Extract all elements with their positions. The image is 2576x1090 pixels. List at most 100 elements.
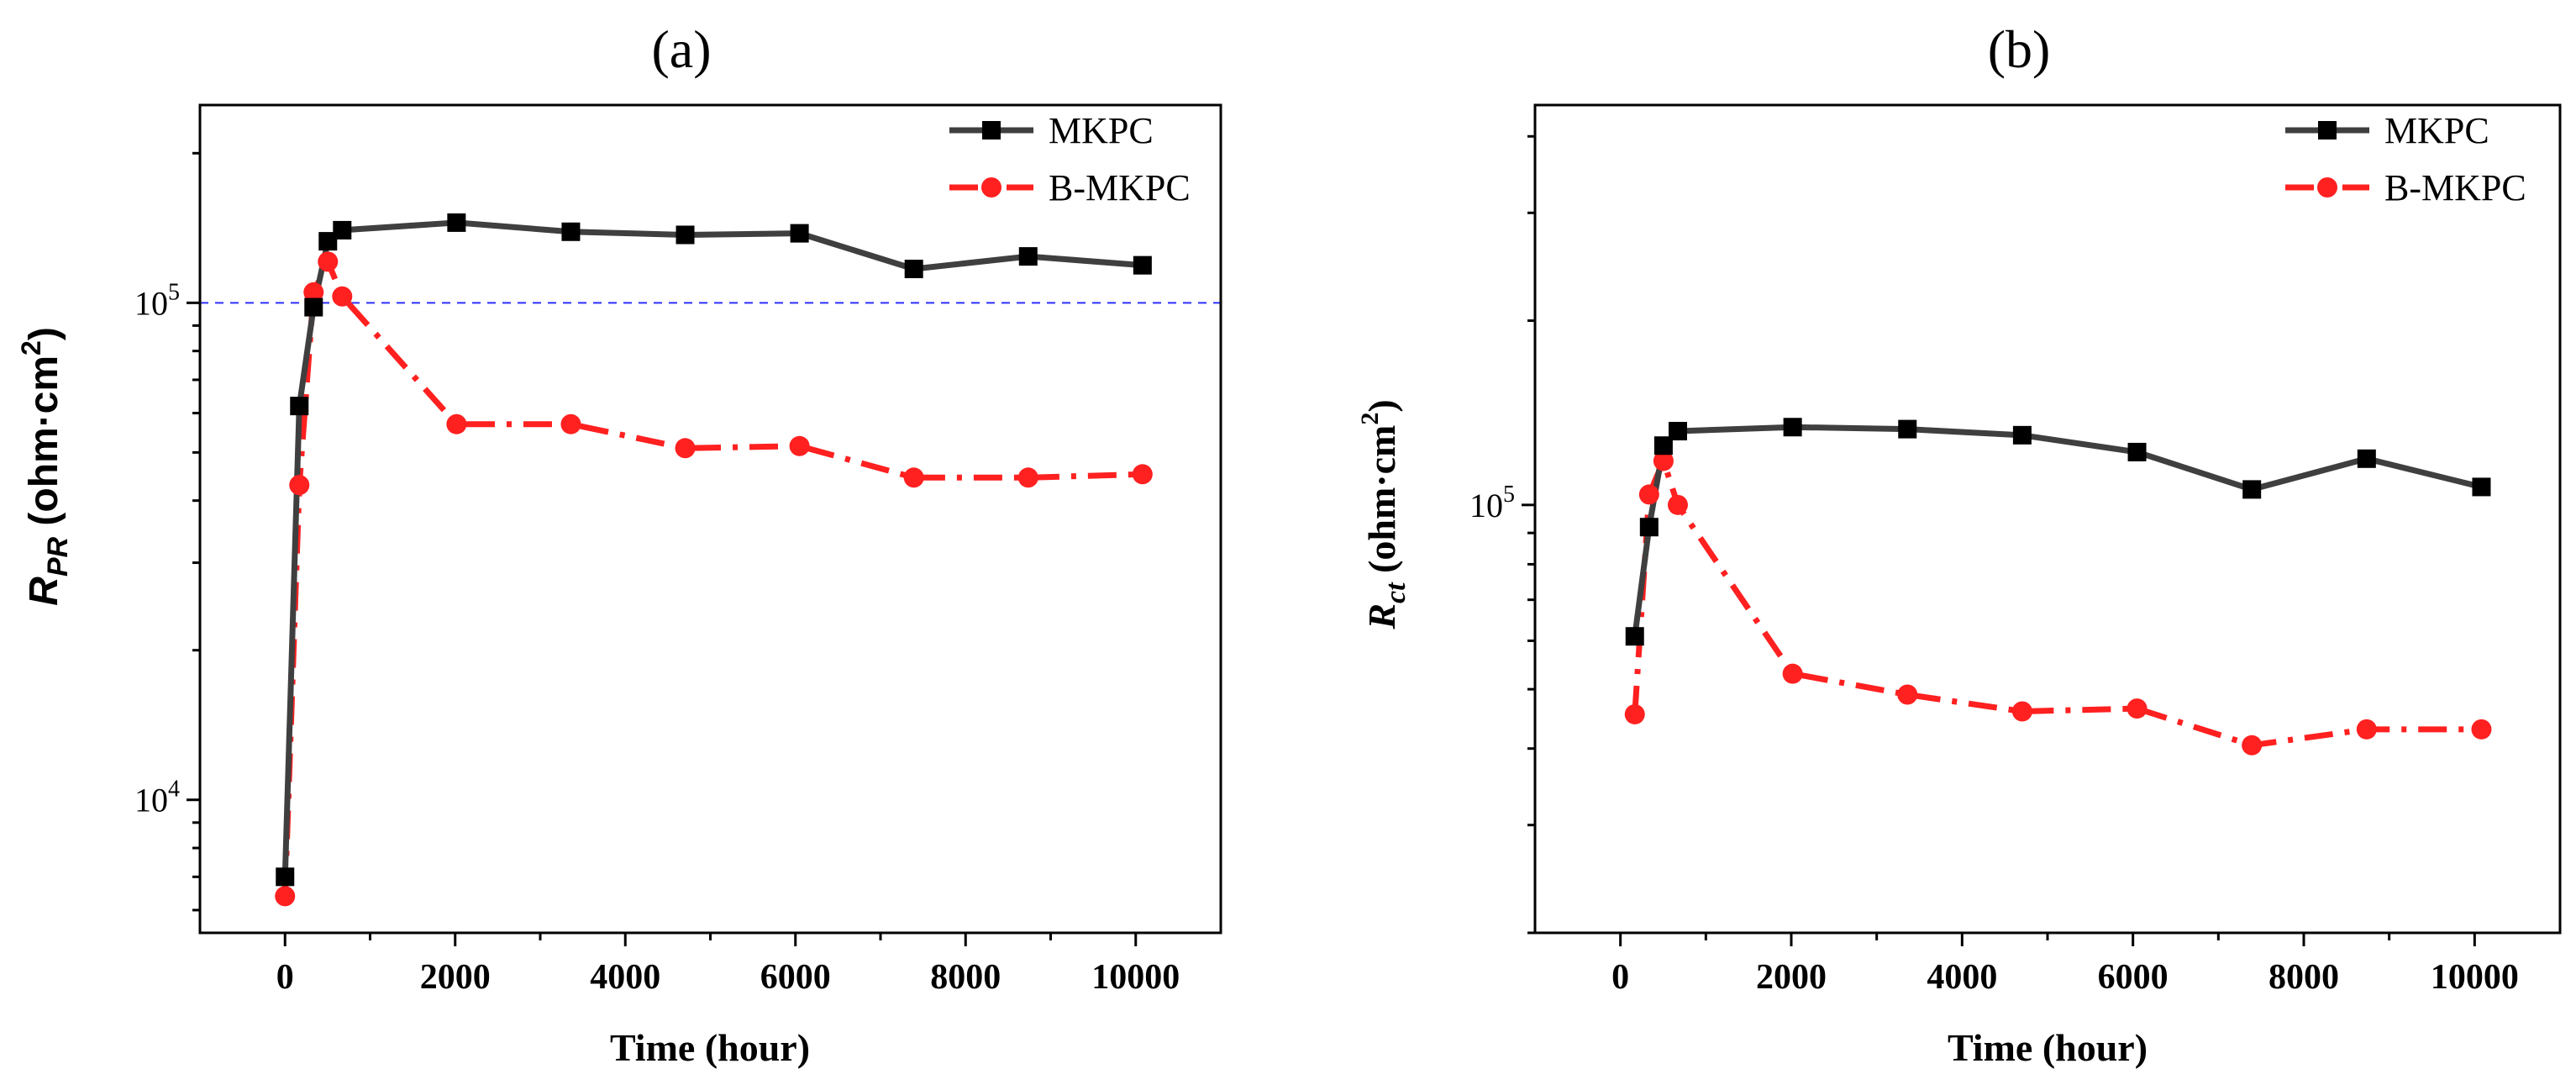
panel-b-point-b-mkpc (1782, 663, 1803, 684)
panel-a-point-mkpc (333, 220, 352, 240)
panel-b-point-b-mkpc (1667, 494, 1688, 515)
panel-b-x-tick-label: 6000 (2098, 958, 2169, 997)
panel-a-point-b-mkpc (446, 413, 467, 434)
panel-a-y-axis: 104 105 (134, 151, 200, 912)
panel-b-point-b-mkpc (2356, 719, 2377, 740)
panel-a-x-axis-label: Time (hour) (610, 1026, 810, 1069)
panel-a-x-tick-label: 2000 (420, 958, 491, 997)
panel-b-point-mkpc (1783, 418, 1802, 437)
panel-a-legend: MKPC B-MKPC (949, 110, 1191, 208)
panel-b-point-mkpc (1625, 627, 1644, 646)
panel-b-point-mkpc (2472, 477, 2491, 497)
panel-a-x-tick-label: 4000 (590, 958, 660, 997)
panel-b-x-tick-label: 8000 (2268, 958, 2339, 997)
panel-b-legend-marker-b-mkpc (2317, 177, 2337, 197)
panel-b-point-b-mkpc (2242, 735, 2263, 756)
panel-a-point-b-mkpc (789, 435, 810, 456)
panel-b-point-b-mkpc (1638, 484, 1659, 505)
panel-b-y-tick-label: 105 (1469, 482, 1515, 524)
panel-a-series-line-b-mkpc (281, 258, 1143, 897)
panel-a-point-mkpc (1133, 255, 1152, 275)
panel-a-point-mkpc (676, 225, 695, 245)
panel-b-point-b-mkpc (2471, 719, 2492, 740)
panel-a: (a) 104 105 0 2000 4000 6000 8000 10000 Time (… (16, 19, 1222, 1069)
panel-a-point-b-mkpc (675, 438, 696, 459)
panel-b-point-mkpc (1653, 436, 1673, 455)
panel-b-y-label-unit-close: ) (1360, 399, 1403, 412)
panel-b-y-label-main: R (1360, 603, 1403, 630)
panel-b-x-tick-label: 10000 (2431, 958, 2519, 997)
panel-a-series-line-mkpc (281, 219, 1143, 877)
panel-b-series-group (1624, 418, 2492, 756)
panel-a-point-b-mkpc (1017, 467, 1038, 488)
panel-a-y-tick-label: 104 (134, 777, 180, 819)
panel-a-point-b-mkpc (318, 251, 339, 272)
panel-b-point-b-mkpc (1624, 703, 1645, 724)
panel-a-y-axis-label: RPR (ohm·cm2) (16, 327, 74, 606)
panel-b-plot-frame (1533, 103, 2562, 935)
panel-a-point-b-mkpc (1132, 464, 1153, 485)
panel-a-y-label-unit-close: ) (22, 327, 66, 340)
panel-a-x-tick-label: 10000 (1091, 958, 1180, 997)
panel-a-legend-label-mkpc: MKPC (1049, 110, 1154, 151)
panel-b-legend-label-b-mkpc: B-MKPC (2384, 167, 2526, 208)
panel-a-series-group (275, 213, 1153, 907)
panel-a-y-label-main: R (22, 577, 66, 606)
panel-a-title: (a) (651, 19, 711, 79)
panel-a-x-axis: 0 2000 4000 6000 8000 10000 (276, 933, 1180, 997)
panel-b-series-line-mkpc (1632, 424, 2483, 637)
panel-b-point-mkpc (1668, 422, 1687, 441)
panel-b-legend: MKPC B-MKPC (2285, 110, 2526, 208)
panel-b: (b) 105 0 2000 4000 6000 8000 10000 Time (hou… (1356, 19, 2562, 1069)
panel-a-point-b-mkpc (289, 475, 310, 496)
panel-b-point-mkpc (2242, 480, 2262, 499)
panel-a-point-mkpc (904, 260, 923, 279)
panel-a-point-mkpc (318, 232, 338, 251)
panel-b-y-label-unit-open: (ohm·cm (1360, 425, 1403, 583)
panel-b-point-b-mkpc (2011, 701, 2032, 722)
panel-a-point-mkpc (276, 867, 295, 887)
panel-b-point-mkpc (2357, 449, 2376, 468)
panel-a-y-tick-label: 105 (134, 279, 180, 322)
panel-b-x-tick-label: 2000 (1756, 958, 1827, 997)
panel-b-y-label-sub: ct (1380, 582, 1412, 603)
panel-b-point-b-mkpc (1653, 450, 1674, 471)
panel-b-y-axis-label: Rct (ohm·cm2) (1356, 399, 1412, 629)
panel-b-legend-label-mkpc: MKPC (2384, 110, 2489, 151)
panel-a-y-label-sub: PR (42, 536, 74, 577)
panel-a-point-mkpc (561, 222, 581, 241)
panel-b-series-line-b-mkpc (1632, 457, 2482, 749)
panel-b-point-mkpc (2127, 442, 2147, 461)
panel-b-point-mkpc (1639, 518, 1659, 537)
panel-b-point-b-mkpc (1897, 684, 1918, 705)
panel-b-title: (b) (1988, 19, 2051, 79)
panel-b-x-axis-label: Time (hour) (1948, 1026, 2148, 1069)
panel-a-legend-marker-b-mkpc (981, 177, 1001, 197)
panel-b-x-tick-label: 0 (1611, 958, 1629, 997)
panel-b-x-axis: 0 2000 4000 6000 8000 10000 (1611, 933, 2519, 997)
panel-b-point-mkpc (1898, 419, 1917, 439)
panel-a-point-b-mkpc (903, 467, 924, 488)
panel-a-point-b-mkpc (332, 286, 353, 307)
panel-a-point-b-mkpc (560, 413, 581, 434)
panel-a-point-mkpc (790, 224, 809, 243)
panel-a-point-b-mkpc (275, 886, 296, 907)
panel-a-plot-frame (198, 103, 1222, 935)
panel-a-x-tick-label: 8000 (930, 958, 1001, 997)
panel-b-x-tick-label: 4000 (1927, 958, 1997, 997)
panel-a-x-tick-label: 6000 (760, 958, 831, 997)
panel-b-legend-marker-mkpc (2318, 121, 2337, 140)
panel-a-x-tick-label: 0 (276, 958, 294, 997)
panel-a-y-label-unit-sup: 2 (16, 340, 46, 355)
panel-a-point-mkpc (304, 298, 323, 317)
panel-b-point-b-mkpc (2127, 698, 2148, 719)
panel-a-legend-marker-mkpc (982, 121, 1001, 140)
panel-a-y-label-unit-open: (ohm·cm (22, 355, 66, 537)
panel-a-legend-label-b-mkpc: B-MKPC (1049, 167, 1191, 208)
panel-b-point-mkpc (2012, 425, 2032, 445)
panel-a-point-mkpc (290, 397, 309, 416)
panel-b-y-axis: 105 (1469, 134, 1535, 935)
panel-a-point-mkpc (1018, 247, 1038, 266)
panel-b-y-label-unit-sup: 2 (1356, 413, 1384, 425)
